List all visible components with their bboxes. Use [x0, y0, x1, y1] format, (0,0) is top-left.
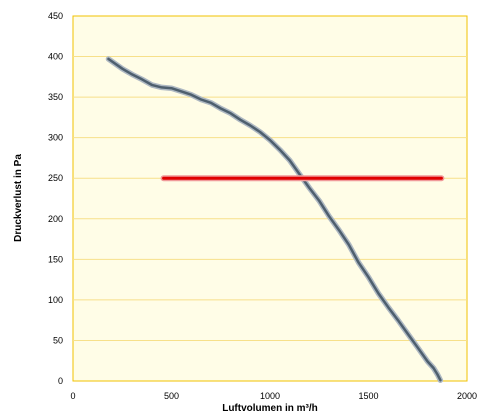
y-tick-labels: 0 50 100 150 200 250 300 350 400 450: [48, 11, 63, 386]
y-tick-label: 300: [48, 133, 63, 143]
x-axis-title: Luftvolumen in m³/h: [222, 403, 318, 414]
x-tick-label: 1000: [260, 391, 280, 401]
y-tick-label: 450: [48, 11, 63, 21]
y-tick-label: 250: [48, 173, 63, 183]
x-tick-label: 1500: [358, 391, 378, 401]
y-axis-title: Druckverlust in Pa: [13, 154, 24, 242]
y-tick-label: 150: [48, 254, 63, 264]
x-tick-labels: 0 500 1000 1500 2000: [70, 391, 477, 401]
series-layer: [105, 56, 445, 383]
plot-area: [72, 15, 468, 382]
y-tick-label: 100: [48, 295, 63, 305]
x-tick-label: 500: [164, 391, 179, 401]
y-tick-label: 400: [48, 52, 63, 62]
y-tick-label: 350: [48, 92, 63, 102]
x-tick-label: 2000: [457, 391, 477, 401]
y-tick-label: 50: [53, 335, 63, 345]
x-tick-label: 0: [70, 391, 75, 401]
y-tick-label: 0: [58, 376, 63, 386]
fan-curve-line: [107, 57, 442, 382]
y-tick-label: 200: [48, 214, 63, 224]
